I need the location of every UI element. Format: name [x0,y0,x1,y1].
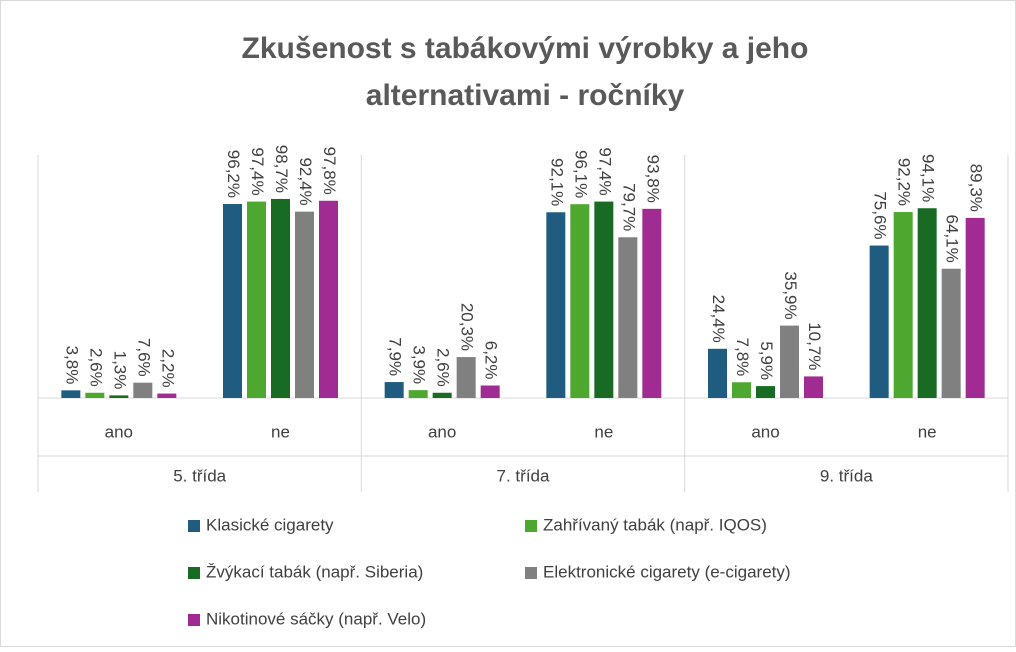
legend-label: Elektronické cigarety (e-cigarety) [543,562,791,581]
bar [223,203,242,398]
data-label: 97,4% [595,147,614,195]
bar [941,268,961,398]
data-label: 20,3% [458,303,477,351]
legend-swatch [525,520,537,532]
x-tick-label: ano [428,422,456,441]
bar [642,208,662,398]
data-label: 75,6% [871,191,890,239]
group-label: 9. třída [820,466,873,485]
data-label: 7,6% [134,338,153,377]
bar [247,201,266,398]
bar [917,208,937,398]
data-label: 3,9% [410,345,429,384]
group-label: 5. třída [173,466,226,485]
bar [271,198,290,398]
data-label: 6,2% [482,341,501,380]
data-label: 24,4% [709,295,728,343]
bar [594,201,614,398]
group-label: 7. třída [497,466,550,485]
bar [546,212,566,398]
legend-swatch [188,614,200,626]
bar [756,386,775,398]
x-tick-label: ne [594,422,613,441]
data-label: 2,6% [86,348,105,387]
data-label: 3,8% [62,346,81,385]
bar [319,200,338,398]
legend-label: Nikotinové sáčky (např. Velo) [206,609,426,628]
data-label: 79,7% [619,183,638,231]
data-label: 96,2% [224,150,243,198]
bar [869,245,889,398]
bar [61,390,81,398]
data-label: 94,1% [919,154,938,202]
x-tick-label: ano [105,422,133,441]
data-label: 92,2% [895,158,914,206]
bar [732,382,751,398]
legend-label: Klasické cigarety [206,515,334,534]
bar [133,382,153,398]
data-label: 2,6% [434,348,453,387]
data-label: 35,9% [781,271,800,319]
bar [295,211,314,398]
data-label: 92,1% [547,158,566,206]
bar [408,390,428,398]
legend-swatch [188,567,200,579]
bar [157,393,177,398]
data-label: 97,8% [320,147,339,195]
bar [893,212,913,398]
data-label: 98,7% [272,145,291,193]
bar [708,348,727,398]
data-label: 93,8% [643,155,662,203]
bar [384,382,404,398]
bar [618,237,638,398]
bar [85,392,105,398]
data-label: 64,1% [943,215,962,263]
data-label: 97,4% [248,147,267,195]
data-label: 92,4% [296,157,315,205]
legend-label: Zahřívaný tabák (např. IQOS) [543,515,767,534]
data-label: 7,9% [386,337,405,376]
x-tick-label: ano [751,422,779,441]
chart-title: Zkušenost s tabákovými výrobky a jeho alt… [242,32,809,112]
data-label: 5,9% [757,341,776,380]
data-label: 89,3% [967,164,986,212]
bar [109,395,129,398]
bar [480,385,500,398]
data-label: 1,3% [110,351,129,390]
data-label: 96,1% [571,150,590,198]
legend-label: Žvýkací tabák (např. Siberia) [206,562,423,581]
bar [804,376,823,398]
legend-swatch [188,520,200,532]
bar [965,217,985,398]
x-tick-label: ne [918,422,937,441]
data-label: 10,7% [805,322,824,370]
data-label: 7,8% [733,338,752,377]
data-label: 2,2% [158,349,177,388]
bar [780,325,799,398]
x-tick-label: ne [271,422,290,441]
bar [432,392,452,398]
legend-swatch [525,567,537,579]
bar [456,357,476,398]
bar [570,204,590,398]
